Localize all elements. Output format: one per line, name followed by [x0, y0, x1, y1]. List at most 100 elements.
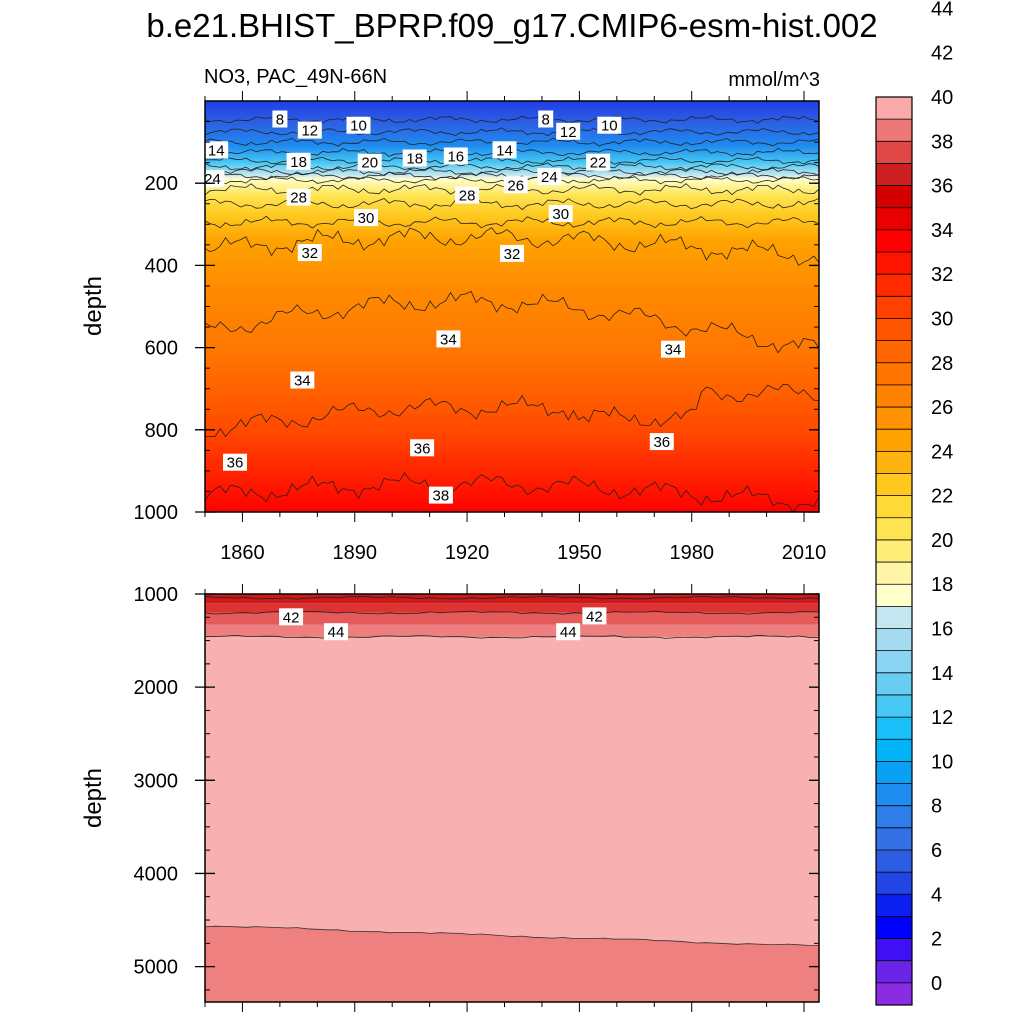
- upper-contour-label-box: [354, 209, 378, 227]
- figure-title: b.e21.BHIST_BPRP.f09_g17.CMIP6-esm-hist.…: [146, 7, 877, 44]
- colorbar-swatch: [876, 451, 912, 474]
- lower-contour-label-text: 42: [283, 609, 300, 626]
- upper-contour-label-text: 16: [447, 149, 464, 166]
- contour-line-30: [204, 215, 820, 229]
- y-tick-label: 200: [145, 173, 178, 195]
- y-tick-label: 1000: [134, 584, 179, 606]
- contour-line-8: [204, 115, 820, 124]
- upper-contour-label-box: [428, 486, 453, 504]
- colorbar-swatch: [876, 163, 912, 186]
- colorbar-label: 0: [931, 973, 942, 995]
- upper-panel: NO3, PAC_49N-66N mmol/m^3 8 12 10 8 12 10 14 18…: [80, 66, 826, 564]
- upper-contour-label: 24: [200, 170, 225, 188]
- colorbar-swatch: [876, 916, 912, 939]
- upper-contour-label-box: [286, 188, 311, 206]
- lower-contour-label: 42: [279, 608, 304, 626]
- lower-y-axis-label: depth: [80, 768, 107, 828]
- lower-upper-bands: [204, 594, 820, 639]
- colorbar-swatch: [876, 827, 912, 851]
- lower-axis-ticks: 1000 2000 3000 4000 5000: [134, 584, 819, 1012]
- colorbar-swatch: [876, 473, 912, 496]
- colorbar-swatch: [876, 783, 912, 806]
- colorbar-swatch: [876, 739, 912, 762]
- y-tick-label: 1000: [134, 502, 179, 524]
- colorbar-swatch: [876, 960, 912, 984]
- upper-contour-label: 36: [410, 439, 435, 457]
- upper-contour-label-box: [503, 176, 528, 194]
- upper-contour-label-text: 30: [552, 206, 569, 223]
- colorbar-label: 8: [931, 796, 942, 818]
- contour-line-40: [204, 595, 820, 600]
- upper-contour-label-text: 38: [433, 488, 450, 505]
- upper-contour-label: 20: [357, 153, 382, 172]
- lower-deep-band: [204, 925, 820, 1003]
- upper-contour-label-text: 34: [440, 331, 457, 348]
- colorbar-label: 10: [931, 751, 953, 773]
- lower-contour-label: 44: [556, 623, 581, 641]
- x-tick-label: 1980: [669, 542, 714, 564]
- contour-line-32: [204, 227, 820, 266]
- upper-contour-label-box: [410, 439, 435, 457]
- colorbar-swatch: [876, 672, 912, 696]
- upper-contour-label-text: 36: [653, 434, 670, 451]
- colorbar-label: 22: [931, 486, 953, 508]
- upper-contour-label: 32: [297, 244, 322, 262]
- upper-contour-label-text: 10: [350, 118, 367, 135]
- lower-contour-label-box: [279, 608, 304, 626]
- contour-line-38: [204, 471, 820, 513]
- upper-contour-label: 8: [272, 110, 288, 129]
- colorbar-swatch: [876, 584, 912, 607]
- upper-contour-label-box: [548, 205, 573, 222]
- colorbar-swatch: [876, 318, 912, 341]
- upper-contour-label: 28: [455, 186, 480, 205]
- upper-contour-label-box: [537, 168, 562, 185]
- upper-contour-label: 16: [443, 147, 468, 166]
- colorbar-swatch: [876, 229, 912, 253]
- y-tick-label: 5000: [134, 957, 179, 979]
- upper-contour-label-text: 30: [358, 210, 375, 227]
- upper-contour-label-text: 8: [276, 112, 284, 129]
- upper-contour-label-text: 28: [290, 190, 307, 207]
- y-tick-label: 4000: [134, 863, 179, 885]
- colorbar-swatch: [876, 628, 912, 651]
- colorbar-swatch: [876, 141, 912, 164]
- upper-contour-label: 12: [297, 121, 322, 140]
- upper-contour-label-box: [297, 244, 322, 262]
- upper-contour-label-box: [649, 433, 674, 451]
- colorbar-swatch: [876, 207, 912, 231]
- lower-contour-label-box: [582, 607, 607, 625]
- colorbar-swatch: [876, 938, 912, 962]
- upper-contour-label-text: 14: [208, 142, 225, 159]
- upper-contour-label-box: [357, 153, 382, 171]
- upper-contour-label-text: 14: [496, 142, 513, 159]
- upper-contour-label: 18: [286, 152, 311, 171]
- upper-contour-label-text: 10: [601, 118, 618, 135]
- upper-contour-label: 10: [346, 116, 371, 135]
- colorbar-label: 34: [931, 220, 953, 242]
- lower-band-2: [205, 612, 819, 625]
- upper-contour-label-text: 12: [560, 124, 577, 141]
- colorbar-label: 20: [931, 530, 953, 552]
- upper-contour-label-text: 18: [290, 154, 307, 171]
- upper-contour-label: 36: [649, 433, 674, 451]
- upper-contour-label-text: 20: [361, 155, 378, 172]
- upper-contour-label-box: [297, 121, 322, 139]
- upper-contour-label-box: [455, 186, 480, 204]
- contour-line-34: [204, 290, 820, 354]
- lower-contour-label-text: 44: [560, 624, 577, 641]
- upper-contour-label-text: 36: [227, 455, 244, 472]
- colorbar-label: 24: [931, 441, 953, 463]
- upper-contour-label-box: [346, 116, 371, 134]
- upper-contour-label-box: [586, 153, 611, 171]
- colorbar-swatch: [876, 429, 912, 452]
- contour-line-42: [204, 610, 820, 615]
- upper-contour-label-text: 12: [301, 123, 318, 140]
- y-tick-label: 2000: [134, 677, 179, 699]
- upper-contour-label: 36: [223, 453, 247, 472]
- colorbar-swatch: [876, 517, 912, 541]
- colorbar-swatch: [876, 805, 912, 829]
- units-label: mmol/m^3: [728, 69, 820, 91]
- y-tick-label: 800: [145, 420, 178, 442]
- upper-contour-label: 12: [556, 122, 581, 141]
